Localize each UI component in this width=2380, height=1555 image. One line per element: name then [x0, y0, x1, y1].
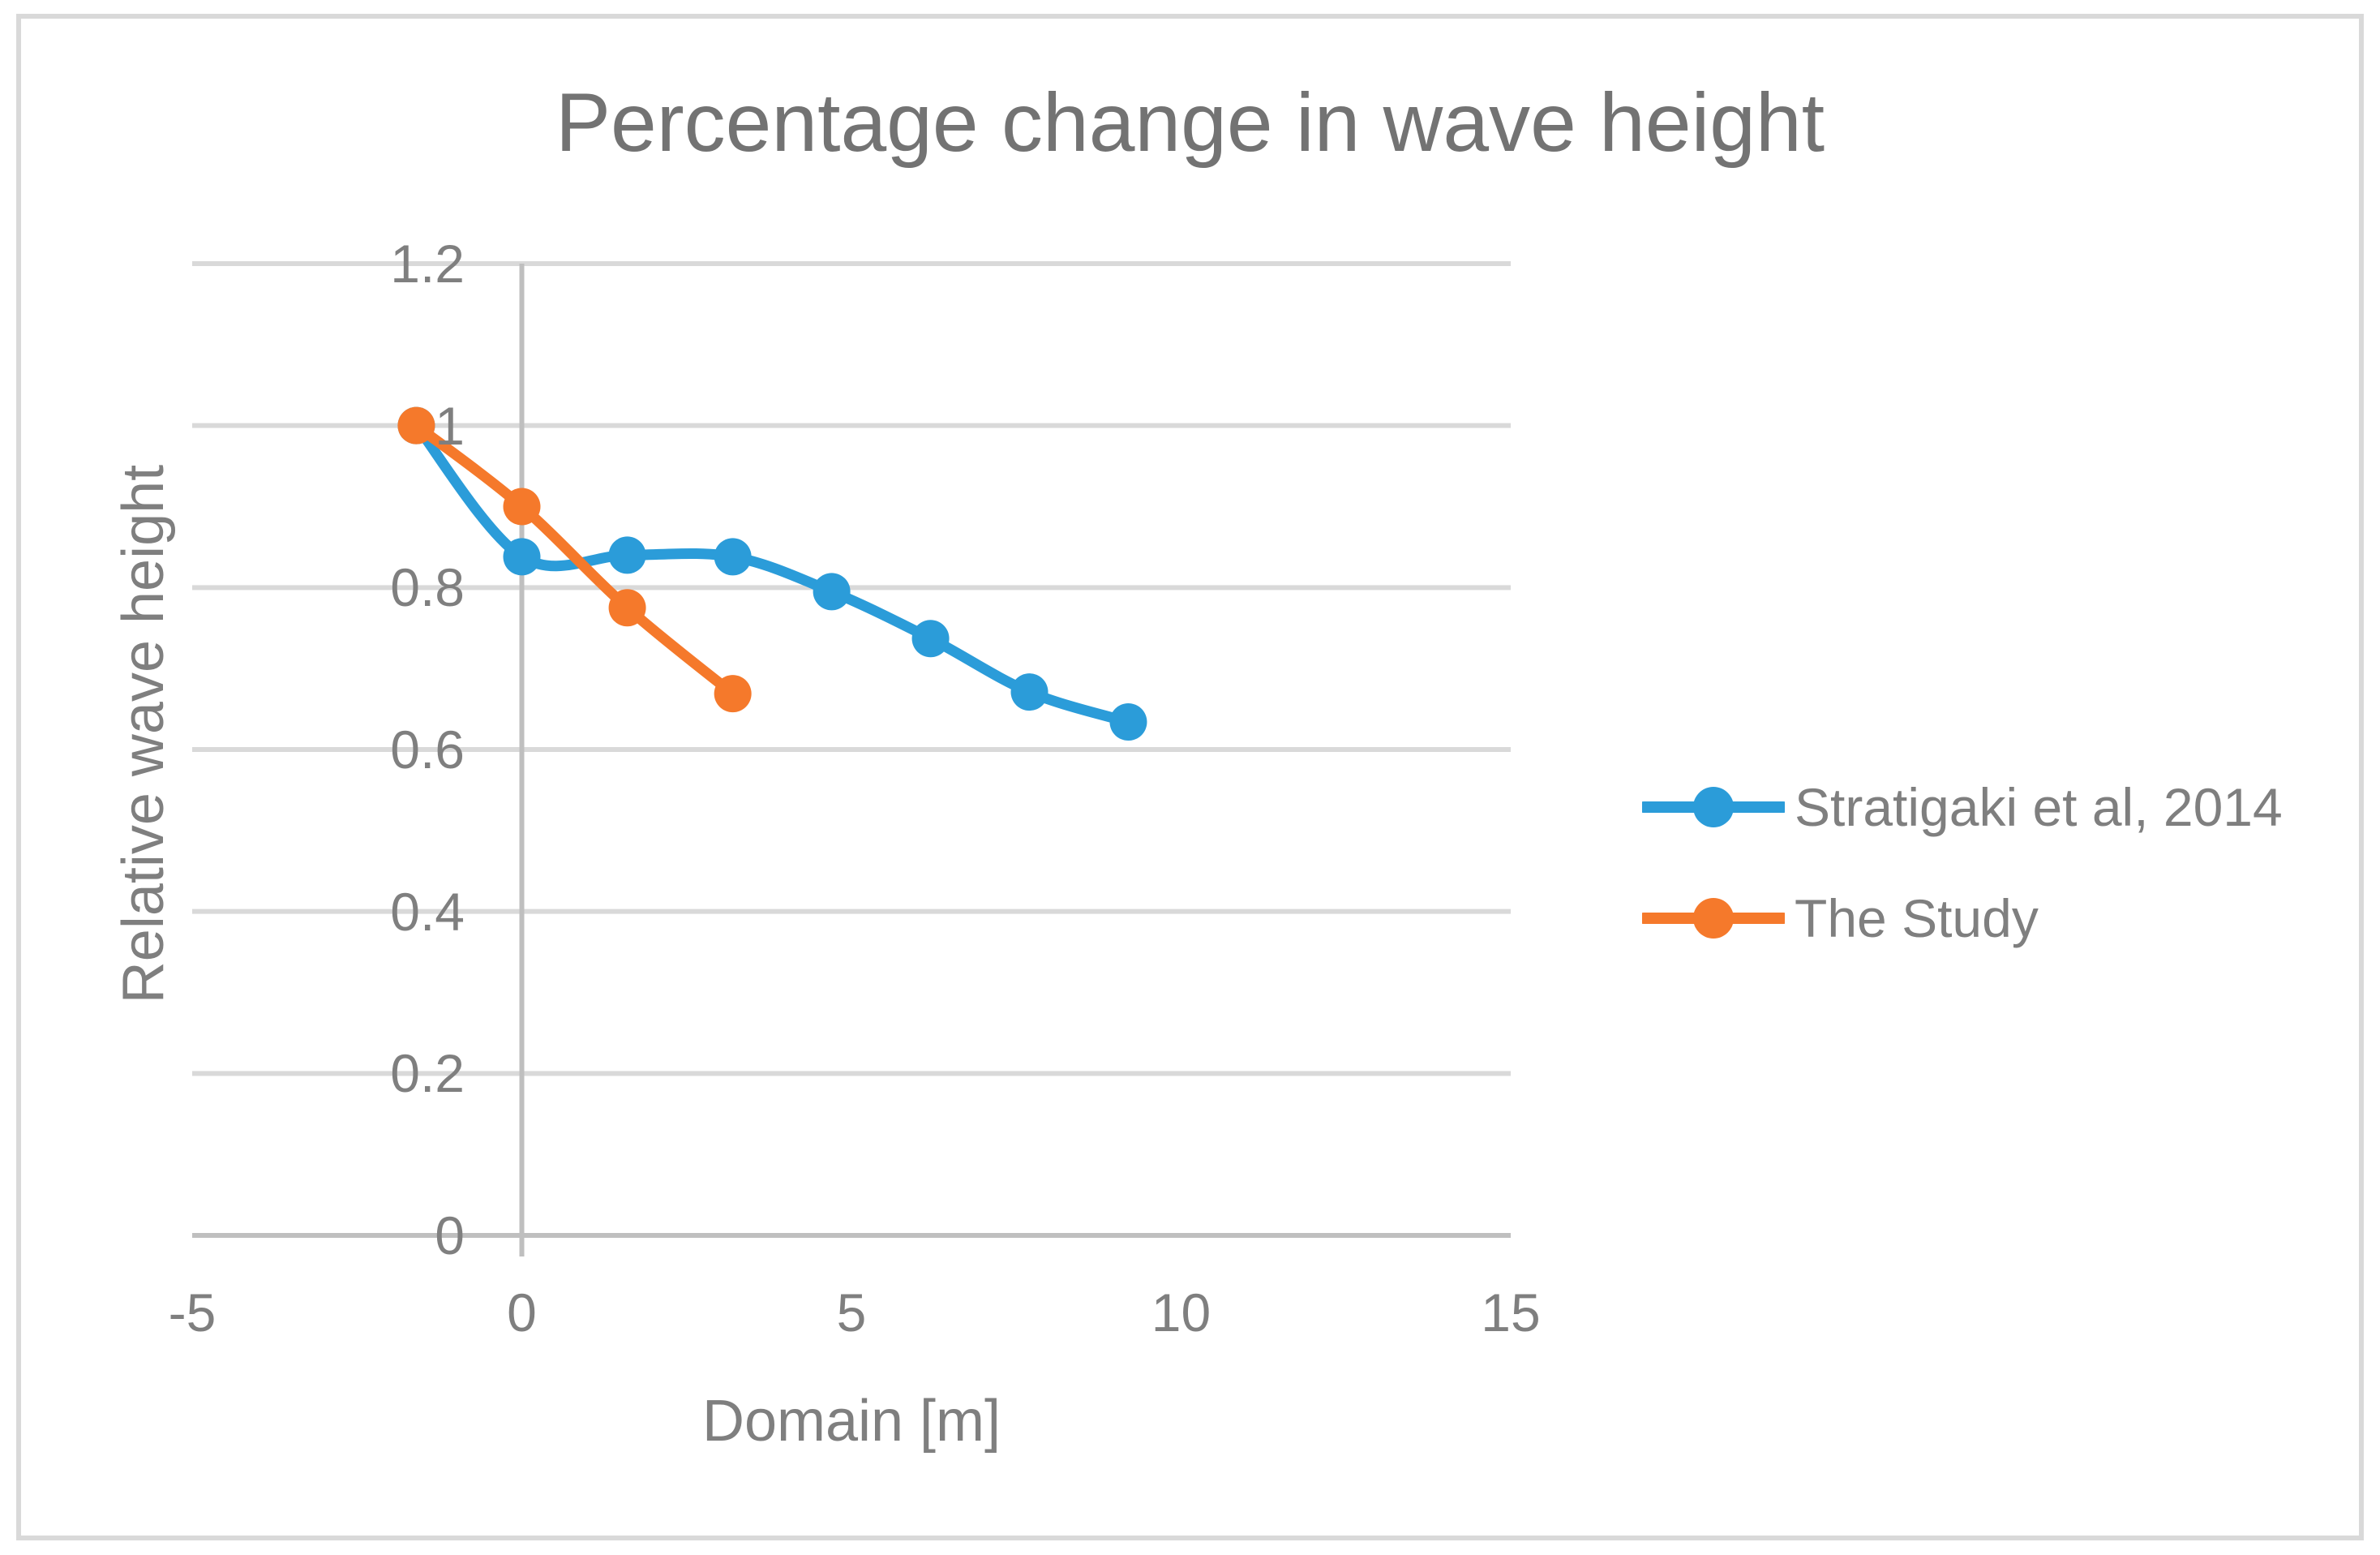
- legend-label: Stratigaki et al, 2014: [1795, 777, 2283, 837]
- y-tick-label: 0.6: [390, 720, 465, 780]
- y-tick-label: 0: [435, 1205, 465, 1265]
- chart-border: [16, 14, 2364, 1540]
- y-tick-label: 0.8: [390, 557, 465, 618]
- legend-item-stratigaki: Stratigaki et al, 2014: [1642, 777, 2283, 837]
- legend-line-marker-icon: [1642, 898, 1785, 939]
- data-point-s0-7: [1109, 703, 1147, 741]
- data-point-s1-3: [714, 675, 752, 713]
- data-point-s0-1: [503, 538, 541, 576]
- x-tick-label: 15: [1481, 1282, 1541, 1342]
- chart-title: Percentage change in wave height: [555, 76, 1825, 169]
- data-point-s1-0: [397, 406, 435, 445]
- data-point-s0-4: [813, 573, 851, 611]
- y-tick-label: 1: [435, 395, 465, 456]
- x-axis-title: Domain [m]: [701, 1389, 1001, 1454]
- y-tick-label: 0.4: [390, 881, 465, 942]
- series-line-1: [410, 420, 739, 699]
- data-point-s0-6: [1010, 673, 1048, 711]
- x-tick-label: 0: [507, 1282, 537, 1342]
- data-point-s1-1: [503, 488, 541, 526]
- data-point-s0-2: [608, 536, 646, 574]
- data-point-s1-2: [608, 589, 646, 627]
- legend-item-the-study: The Study: [1642, 888, 2039, 948]
- x-tick-label: 5: [836, 1282, 867, 1342]
- legend-line-marker-icon: [1642, 787, 1785, 827]
- y-tick-label: 1.2: [390, 234, 465, 294]
- data-point-s0-3: [714, 538, 752, 576]
- x-tick-label: 10: [1151, 1282, 1211, 1342]
- legend-label: The Study: [1795, 888, 2039, 948]
- y-tick-label: 0.2: [390, 1043, 465, 1104]
- x-tick-label: -5: [168, 1282, 217, 1342]
- data-point-s0-5: [911, 620, 950, 658]
- y-axis-title: Relative wave height: [111, 464, 176, 1004]
